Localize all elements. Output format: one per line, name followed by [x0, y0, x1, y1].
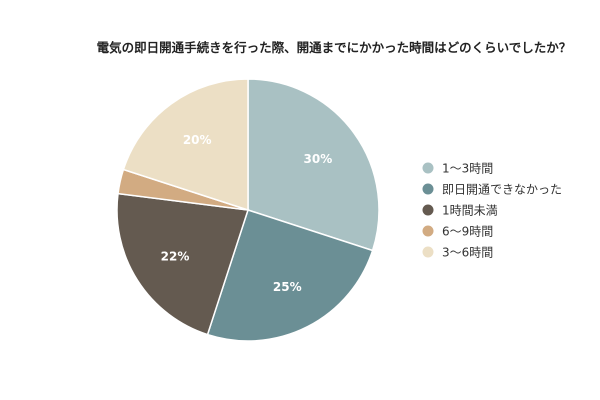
legend-swatch-1 — [422, 162, 434, 174]
pie-data-labels: 30% 25% 22% 20% — [161, 133, 333, 294]
pie-slice-5 — [122, 78, 249, 212]
legend-label-3: 1時間未満 — [442, 204, 498, 218]
legend-swatch-2 — [422, 183, 434, 195]
pie-slice-3 — [116, 192, 249, 336]
legend-swatch-4 — [422, 225, 434, 237]
legend-swatch-3 — [422, 204, 434, 216]
legend-swatch-5 — [422, 246, 434, 258]
legend-label-5: 3〜6時間 — [442, 246, 493, 260]
slice-data-label-5: 20% — [183, 133, 212, 147]
pie-slice-2 — [206, 209, 374, 342]
slice-data-label-2: 25% — [273, 280, 302, 294]
legend-label-2: 即日開通できなかった — [442, 183, 562, 197]
legend-label-1: 1〜3時間 — [442, 162, 493, 176]
pie-slice-1 — [247, 78, 380, 252]
slice-data-label-1: 30% — [304, 152, 333, 166]
legend-label-4: 6〜9時間 — [442, 225, 493, 239]
pie-slices — [116, 78, 380, 342]
chart-title: 電気の即日開通手続きを行った際、開通までにかかった時間はどのくらいでしたか？ — [97, 40, 572, 55]
slice-data-label-3: 22% — [161, 249, 190, 263]
